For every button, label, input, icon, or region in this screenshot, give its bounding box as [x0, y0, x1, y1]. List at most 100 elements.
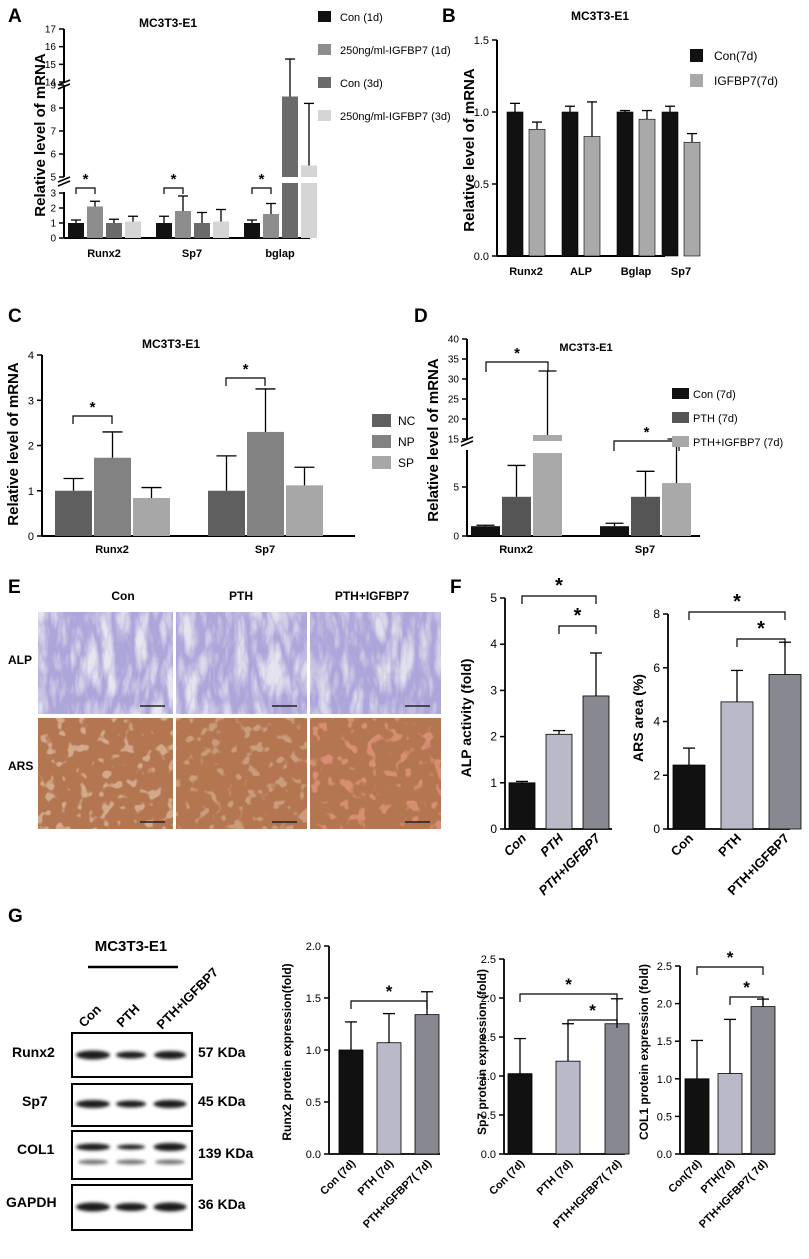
g2-chart-category-1: PTH (7d)	[535, 1157, 576, 1198]
blot-size-col1: 139 KDa	[198, 1145, 253, 1161]
alp-fibers-pth	[176, 612, 307, 714]
chart-g3: COL1 protein expression (fold) 0.0 0.5 1.0…	[637, 948, 776, 1231]
chart-c: MC3T3-E1 Relative level of mRNA 0 1 2 3 4 Run…	[5, 337, 416, 556]
g1-chart-bar-2	[414, 1014, 440, 1155]
chart-f2-ylabel: ARS area (%)	[630, 674, 646, 762]
g2-chart-bar-2	[604, 1023, 630, 1155]
chart-d-bar-1-0	[600, 526, 629, 536]
blot-band-2-1	[117, 1144, 145, 1150]
blot-protein-gapdh: GAPDH	[6, 1194, 57, 1210]
chart-d-tick-label-1: 5	[453, 483, 459, 494]
chart-d-tick-label-2: 15	[448, 435, 460, 446]
panel-label-d: D	[414, 306, 428, 327]
legend-swatch-d-3	[672, 436, 689, 447]
blot-band-2-2	[153, 1143, 187, 1151]
f1-chart-tick-label-1: 1	[490, 776, 497, 790]
chart-a-sig-0-star: *	[83, 171, 89, 188]
chart-d-sig-0-star: *	[514, 345, 520, 362]
g2-chart-category-0: Con (7d)	[487, 1157, 527, 1197]
chart-c-sig-0	[72, 415, 113, 424]
chart-c-category-0: Runx2	[95, 544, 129, 556]
chart-c-tick-label-0: 0	[28, 531, 34, 543]
f2-chart-tick-label-4: 8	[653, 607, 660, 621]
chart-b-bar-3-1	[683, 141, 701, 257]
chart-c-bar-0-2	[133, 497, 170, 536]
f2-chart-sig-1	[736, 638, 786, 647]
chart-a-tick-label-1: 1	[50, 219, 56, 230]
g3-chart-sig-1	[729, 996, 764, 1005]
legend-swatch-b-1	[690, 49, 703, 62]
f1-chart-tick-label-4: 4	[490, 637, 497, 651]
chart-g1-ylabel: Runx2 protein expression(fold)	[280, 963, 294, 1140]
chart-a-break-band	[278, 177, 318, 183]
chart-a-tick-label-9: 14	[45, 78, 57, 89]
g3-chart-bar-2	[750, 1006, 776, 1155]
f2-chart-sig-0	[688, 611, 786, 620]
f1-chart-tick-label-5: 5	[490, 591, 497, 605]
chart-d-tick-label-3: 20	[448, 415, 460, 426]
f1-chart-category-0: Con	[501, 830, 530, 859]
chart-a-bar-1-3	[213, 221, 229, 238]
chart-c-tick-label-1: 1	[28, 486, 34, 498]
g3-chart-sig-0-star: *	[727, 948, 734, 967]
g2-chart-tick-label-2: 1.0	[481, 1071, 496, 1083]
chart-a-category-1: Sp7	[182, 248, 202, 260]
chart-a-bar-2-0	[244, 223, 260, 238]
legend-label-b-1: Con(7d)	[714, 49, 757, 63]
legend-swatch-c-2	[372, 435, 391, 448]
g3-chart-tick-label-2: 1.0	[657, 1074, 672, 1086]
panel-label-e: E	[8, 577, 21, 598]
chart-a-sig-1	[163, 187, 184, 194]
chart-d-sig-1-star: *	[644, 424, 650, 441]
legend-swatch-a-3	[318, 77, 331, 88]
chart-a-sig-2-star: *	[259, 171, 265, 188]
chart-a-bar-1-2	[194, 223, 210, 238]
blot-band-3-1	[115, 1203, 147, 1211]
chart-d-category-1: Sp7	[635, 544, 655, 556]
g1-chart-bar-0	[338, 1049, 364, 1155]
chart-a-category-2: bglap	[265, 248, 295, 260]
blot-lane-pth-igfbp7: PTH+IGFBP7	[154, 965, 222, 1033]
blot-band-0-1	[116, 1051, 146, 1059]
chart-a-tick-label-5: 6	[50, 150, 56, 161]
chart-a-tick-label-4: 5	[50, 173, 56, 184]
g2-chart-tick-label-3: 1.5	[481, 1032, 496, 1044]
f2-chart-bar-1	[720, 701, 754, 830]
legend-label-d-2: PTH (7d)	[693, 413, 738, 425]
chart-b-category-2: Bglap	[621, 266, 652, 278]
f2-chart-bar-2	[768, 674, 802, 830]
f1-chart-tick-label-3: 3	[490, 683, 497, 697]
blot-band-1-1	[116, 1100, 146, 1108]
legend-swatch-a-2	[318, 44, 331, 55]
chart-b-bar-0-0	[506, 111, 524, 257]
blot-band-0-0	[76, 1050, 110, 1060]
blot-protein-runx2: Runx2	[12, 1044, 55, 1060]
g2-chart-tick-label-5: 2.5	[481, 954, 496, 966]
legend-label-d-3: PTH+IGFBP7 (7d)	[693, 437, 783, 449]
chart-b-bar-0-1	[528, 128, 546, 257]
stain-col-pth: PTH	[229, 589, 253, 603]
chart-c-legend: NC NP SP	[372, 414, 416, 470]
chart-b-category-1: ALP	[570, 266, 592, 278]
blot-lane-con: Con	[76, 1002, 105, 1031]
chart-b-tick-label-1: 0.5	[474, 179, 489, 191]
chart-c-bar-1-2	[286, 485, 323, 536]
f1-chart-bar-2	[582, 695, 610, 830]
chart-d-bar-0-1	[502, 496, 531, 536]
chart-g2-ylabel: Sp7 protein expression (fold)	[475, 969, 489, 1135]
chart-d-ylabel: Relative level of mRNA	[425, 358, 442, 522]
chart-g1: Runx2 protein expression(fold) 0.0 0.5 1.0…	[280, 941, 440, 1231]
g3-chart-tick-label-1: 0.5	[657, 1111, 672, 1123]
chart-a-bar-1-1	[175, 211, 191, 238]
blot-size-gapdh: 36 KDa	[198, 1196, 246, 1212]
chart-c-sig-1-star: *	[243, 361, 249, 378]
chart-c-bar-0-0	[55, 490, 92, 536]
stain-row-ars: ARS	[8, 759, 33, 773]
chart-d-tick-label-6: 35	[448, 355, 460, 366]
stain-col-pth-igfbp7: PTH+IGFBP7	[335, 589, 410, 603]
chart-a-tick-label-0: 0	[50, 234, 56, 245]
g1-chart-tick-label-3: 1.5	[306, 993, 321, 1005]
